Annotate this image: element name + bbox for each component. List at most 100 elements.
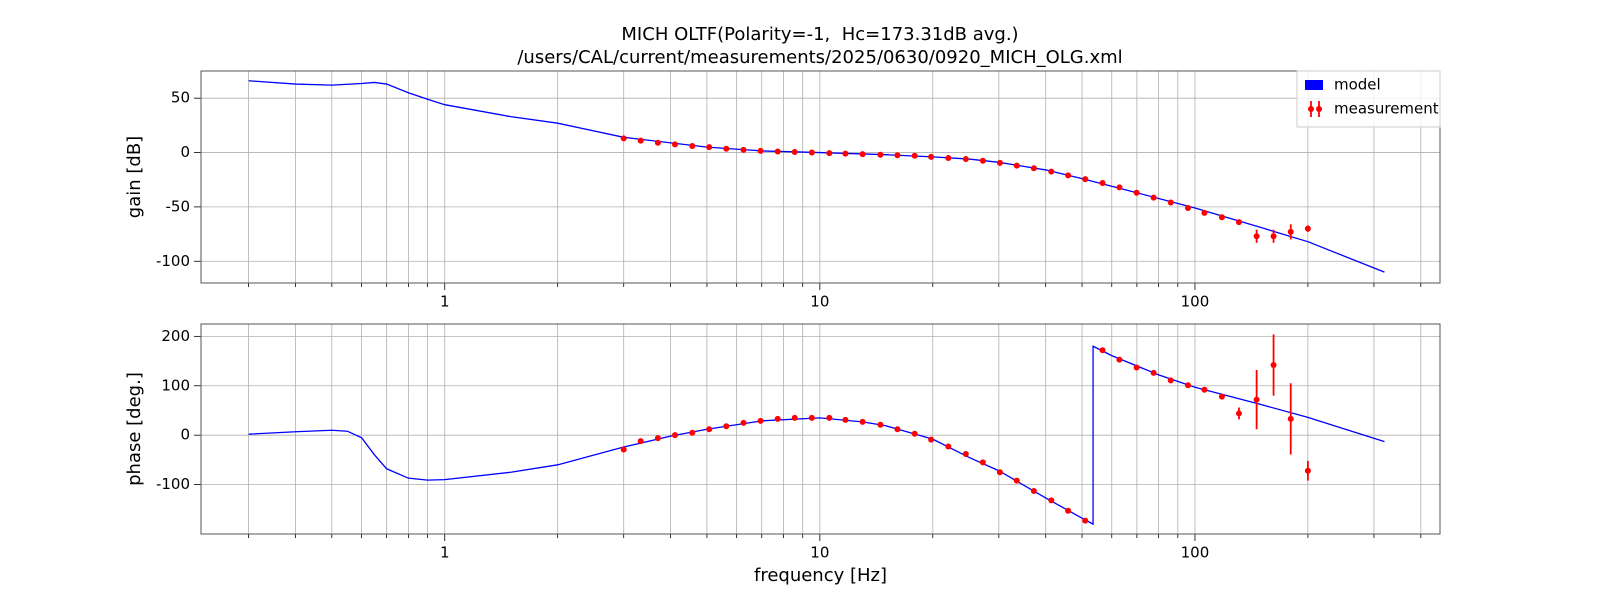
y-tick-label: -100 xyxy=(156,252,190,270)
measurement-point xyxy=(757,147,764,154)
measurement-point xyxy=(962,156,969,163)
measurement-point xyxy=(877,421,884,428)
measurement-point xyxy=(620,446,627,453)
y-axis-label: phase [deg.] xyxy=(124,372,145,486)
measurement-point xyxy=(1048,168,1055,175)
measurement-point xyxy=(859,418,866,425)
measurement-point xyxy=(1218,393,1225,400)
x-axis-label: frequency [Hz] xyxy=(754,565,887,586)
measurement-point xyxy=(826,414,833,421)
measurement-point xyxy=(911,430,918,437)
measurement-point xyxy=(1065,172,1072,179)
measurement-point xyxy=(1150,369,1157,376)
measurement-point xyxy=(979,157,986,164)
measurement-point xyxy=(928,153,935,160)
measurement-point xyxy=(1304,467,1311,474)
measurement-point xyxy=(1133,364,1140,371)
y-tick-label: 0 xyxy=(180,143,190,161)
legend-swatch xyxy=(1316,106,1322,112)
measurement-point xyxy=(1030,488,1037,495)
x-tick-label: 100 xyxy=(1181,293,1210,311)
measurement-point xyxy=(945,154,952,161)
y-axis-label: gain [dB] xyxy=(124,136,145,218)
y-tick-label: -100 xyxy=(156,475,190,493)
measurement-point xyxy=(1065,507,1072,514)
measurement-point xyxy=(1013,477,1020,484)
measurement-point xyxy=(877,151,884,158)
measurement-point xyxy=(1235,219,1242,226)
x-tick-label: 10 xyxy=(810,544,829,562)
measurement-point xyxy=(1082,176,1089,183)
y-tick-label: 100 xyxy=(161,376,190,394)
measurement-point xyxy=(842,150,849,157)
measurement-point xyxy=(1235,410,1242,417)
measurement-point xyxy=(1304,225,1311,232)
measurement-point xyxy=(1150,194,1157,201)
y-tick-label: -50 xyxy=(166,197,191,215)
measurement-point xyxy=(1201,209,1208,216)
measurement-point xyxy=(791,148,798,155)
measurement-point xyxy=(791,414,798,421)
model-line xyxy=(248,345,1385,526)
measurement-point xyxy=(689,143,696,150)
measurement-point xyxy=(1184,204,1191,211)
y-tick-label: 0 xyxy=(180,426,190,444)
measurement-point xyxy=(689,429,696,436)
x-tick-label: 100 xyxy=(1181,544,1210,562)
x-tick-label: 1 xyxy=(440,293,450,311)
measurement-point xyxy=(928,436,935,443)
measurement-point xyxy=(808,149,815,156)
measurement-point xyxy=(945,443,952,450)
measurement-point xyxy=(723,423,730,430)
measurement-point xyxy=(1167,199,1174,206)
y-tick-label: 200 xyxy=(161,327,190,345)
measurement-point xyxy=(1099,347,1106,354)
measurement-point xyxy=(637,438,644,445)
measurement-point xyxy=(808,414,815,421)
measurement-point xyxy=(1201,386,1208,393)
legend-swatch xyxy=(1305,80,1323,90)
plot-frame xyxy=(200,323,1441,535)
measurement-point xyxy=(1184,382,1191,389)
measurement-point xyxy=(1133,189,1140,196)
measurement-point xyxy=(996,159,1003,166)
legend-swatch xyxy=(1308,106,1314,112)
measurement-point xyxy=(996,469,1003,476)
measurement-point xyxy=(1030,165,1037,172)
measurement-point xyxy=(671,141,678,148)
measurement-point xyxy=(1167,377,1174,384)
measurement-point xyxy=(654,435,661,442)
x-tick-label: 1 xyxy=(440,544,450,562)
measurement-point xyxy=(637,137,644,144)
measurement-point xyxy=(723,145,730,152)
measurement-point xyxy=(842,416,849,423)
measurement-point xyxy=(1287,415,1294,422)
measurement-point xyxy=(1116,184,1123,191)
chart-title: MICH OLTF(Polarity=-1, Hc=173.31dB avg.) xyxy=(621,24,1018,45)
measurement-point xyxy=(1287,228,1294,235)
measurement-point xyxy=(894,152,901,159)
measurement-point xyxy=(1270,233,1277,240)
measurement-point xyxy=(1099,179,1106,186)
measurement-point xyxy=(620,135,627,142)
y-tick-label: 50 xyxy=(171,89,190,107)
measurement-point xyxy=(706,426,713,433)
legend-label: measurement xyxy=(1334,100,1439,118)
measurement-point xyxy=(654,139,661,146)
measurement-point xyxy=(671,432,678,439)
measurement-point xyxy=(774,148,781,155)
chart-subtitle: /users/CAL/current/measurements/2025/063… xyxy=(517,47,1122,68)
measurement-point xyxy=(740,419,747,426)
measurement-point xyxy=(740,146,747,153)
measurement-point xyxy=(826,150,833,157)
measurement-point xyxy=(1048,497,1055,504)
measurement-point xyxy=(1013,162,1020,169)
measurement-point xyxy=(774,415,781,422)
measurement-point xyxy=(979,459,986,466)
measurement-point xyxy=(706,144,713,151)
measurement-point xyxy=(757,417,764,424)
measurement-point xyxy=(1218,214,1225,221)
measurement-point xyxy=(1270,362,1277,369)
